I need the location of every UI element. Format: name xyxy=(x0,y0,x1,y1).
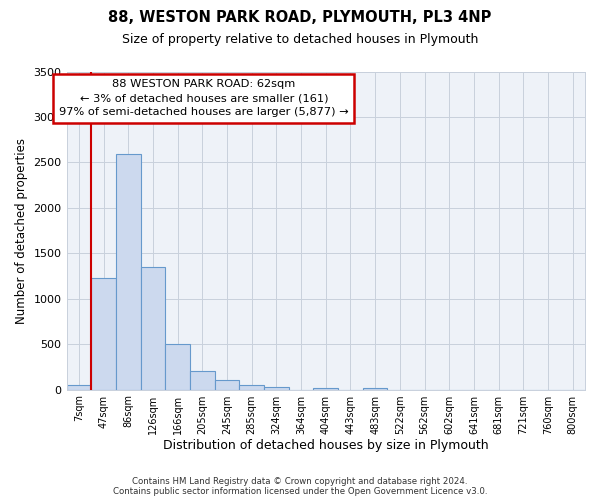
Bar xyxy=(363,388,388,390)
Bar xyxy=(215,380,239,390)
Text: Contains public sector information licensed under the Open Government Licence v3: Contains public sector information licen… xyxy=(113,487,487,496)
Bar xyxy=(313,388,338,390)
Text: Contains HM Land Registry data © Crown copyright and database right 2024.: Contains HM Land Registry data © Crown c… xyxy=(132,477,468,486)
Text: Size of property relative to detached houses in Plymouth: Size of property relative to detached ho… xyxy=(122,32,478,46)
Bar xyxy=(91,278,116,390)
Bar xyxy=(116,154,140,390)
Y-axis label: Number of detached properties: Number of detached properties xyxy=(15,138,28,324)
X-axis label: Distribution of detached houses by size in Plymouth: Distribution of detached houses by size … xyxy=(163,440,488,452)
Text: 88, WESTON PARK ROAD, PLYMOUTH, PL3 4NP: 88, WESTON PARK ROAD, PLYMOUTH, PL3 4NP xyxy=(109,10,491,25)
Bar xyxy=(140,267,165,390)
Bar xyxy=(264,388,289,390)
Text: 88 WESTON PARK ROAD: 62sqm
← 3% of detached houses are smaller (161)
97% of semi: 88 WESTON PARK ROAD: 62sqm ← 3% of detac… xyxy=(59,80,349,118)
Bar xyxy=(190,372,215,390)
Bar xyxy=(239,386,264,390)
Bar xyxy=(67,385,91,390)
Bar xyxy=(165,344,190,390)
